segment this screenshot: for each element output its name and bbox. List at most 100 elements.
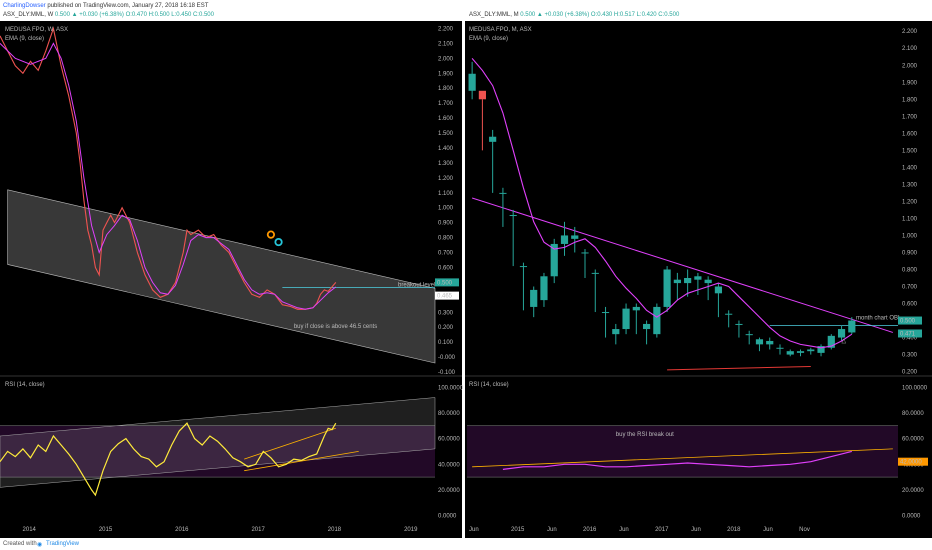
published-text: published on TradingView.com, January 27…	[47, 3, 209, 9]
right-y-tick: 1.000	[902, 233, 918, 239]
candle-body	[571, 235, 579, 239]
left-x-tick: 2016	[175, 527, 189, 533]
right-ema-value: 0.471	[900, 331, 916, 337]
left-y-tick: 2.100	[438, 41, 454, 47]
left-y-tick: 1.100	[438, 191, 454, 197]
candle-body	[489, 136, 497, 142]
right-y-tick: 1.200	[902, 199, 918, 205]
price-channel	[7, 189, 436, 364]
right-y-tick: 0.200	[902, 370, 918, 376]
candle-body	[807, 349, 815, 352]
candle-body	[796, 351, 805, 353]
right-x-tick: Jun	[547, 527, 557, 533]
left-price-line	[0, 26, 337, 310]
footer: Created with ◉ TradingView	[0, 538, 932, 550]
candle-body	[478, 90, 486, 100]
left-y-tick: 0.800	[438, 236, 454, 242]
right-y-tick: 1.700	[902, 114, 918, 120]
right-x-tick: Nov	[799, 527, 810, 533]
left-y-tick: 0.700	[438, 251, 454, 257]
left-y-tick: 2.000	[438, 56, 454, 62]
right-trendline	[471, 197, 894, 333]
left-ohlc: 0.500 ▲ +0.030 (+6.38%) O:0.470 H:0.500 …	[54, 12, 214, 18]
left-y-tick: 0.100	[438, 340, 454, 346]
candle-body	[848, 320, 856, 333]
left-y-tick: 1.800	[438, 86, 454, 92]
left-rsi-trend-lower	[244, 451, 359, 472]
left-breakout-value: 0.465	[437, 294, 453, 300]
left-y-tick: 1.000	[438, 206, 454, 212]
chart-header: CharlingDowser published on TradingView.…	[0, 0, 932, 21]
candle-body	[837, 329, 846, 338]
right-y-tick: 0.700	[902, 285, 918, 291]
right-rsi-y-tick: 20.0000	[902, 488, 924, 494]
right-y-tick: 2.100	[902, 46, 918, 52]
right-x-tick: 2018	[727, 527, 741, 533]
right-obl-label: month chart OBL	[856, 316, 902, 322]
left-symbol-line: ASX_DLY:MML, W 0.500 ▲ +0.030 (+6.38%) O…	[3, 11, 214, 19]
left-rsi-trend-upper	[244, 427, 336, 460]
left-x-tick: 2017	[251, 527, 265, 533]
right-y-tick: 1.500	[902, 148, 918, 154]
candle-body	[530, 289, 538, 307]
candle-body	[663, 269, 671, 307]
chart-canvas[interactable]: buy if close is above 46.5 cents breakout…	[0, 0, 932, 538]
left-y-tick: 1.200	[438, 176, 454, 182]
right-triangle-icon: △	[842, 339, 847, 345]
candle-body	[786, 351, 794, 355]
left-y-tick: 0.600	[438, 265, 454, 271]
left-x-tick: 2019	[404, 527, 418, 533]
left-ema-label: EMA (9, close)	[5, 36, 44, 42]
left-rsi-y-tick: 20.0000	[438, 488, 460, 494]
author-link[interactable]: CharlingDowser	[3, 3, 46, 9]
left-rsi-y-tick: 0.0000	[438, 514, 457, 520]
right-x-tick: 2016	[583, 527, 597, 533]
left-y-tick: 1.300	[438, 161, 454, 167]
candle-body	[684, 277, 692, 284]
right-ohlc: 0.500 ▲ +0.030 (+6.38%) O:0.430 H:0.517 …	[520, 12, 680, 18]
right-rsi-annotation: buy the RSI break out	[616, 432, 674, 438]
candle-body	[519, 266, 528, 268]
tradingview-logo-icon: ◉	[37, 542, 43, 548]
right-x-tick: Jun	[763, 527, 773, 533]
right-y-tick: 1.400	[902, 165, 918, 171]
candle-body	[468, 73, 476, 91]
footer-brand[interactable]: TradingView	[46, 541, 80, 547]
right-rsi-trendline	[472, 448, 893, 468]
candle-body	[735, 323, 743, 325]
right-rsi-value-tag	[898, 457, 928, 466]
candle-body	[776, 347, 784, 349]
right-rsi-y-tick: 80.0000	[902, 411, 924, 417]
right-y-tick: 1.800	[902, 97, 918, 103]
left-y-tick: 0.900	[438, 221, 454, 227]
right-y-tick: 0.300	[902, 353, 918, 359]
candle-body	[612, 329, 620, 335]
left-series-label: MEDUSA FPO, W, ASX	[5, 27, 68, 33]
right-rsi-y-tick: 60.0000	[902, 437, 924, 443]
right-y-tick: 0.800	[902, 267, 918, 273]
candle-body	[509, 215, 517, 217]
left-breakout-tag	[435, 291, 459, 300]
left-annotation: buy if close is above 46.5 cents	[294, 324, 377, 330]
right-x-tick: 2015	[511, 527, 525, 533]
left-rsi-band	[0, 425, 435, 478]
candle-body	[499, 192, 507, 194]
left-rsi-y-tick: 40.0000	[438, 462, 460, 468]
right-y-tick: 1.600	[902, 131, 918, 137]
left-y-tick: 0.200	[438, 325, 454, 331]
left-last-price-tag	[435, 278, 459, 287]
left-chart-bg	[0, 21, 462, 538]
right-y-tick: 0.400	[902, 336, 918, 342]
footer-created: Created with	[3, 541, 37, 547]
right-y-tick: 0.900	[902, 250, 918, 256]
right-x-tick: Jun	[691, 527, 701, 533]
event-marker-icon	[266, 230, 276, 239]
left-x-tick: 2018	[328, 527, 342, 533]
right-rsi-y-tick: 100.0000	[902, 385, 928, 391]
right-symbol-line: ASX_DLY:MML, M 0.500 ▲ +0.030 (+6.38%) O…	[469, 11, 679, 19]
left-rsi-y-tick: 60.0000	[438, 437, 460, 443]
candle-body	[550, 243, 558, 277]
right-series-label: MEDUSA FPO, M, ASX	[469, 27, 532, 33]
candle-body	[673, 279, 681, 284]
right-y-tick: 1.900	[902, 80, 918, 86]
